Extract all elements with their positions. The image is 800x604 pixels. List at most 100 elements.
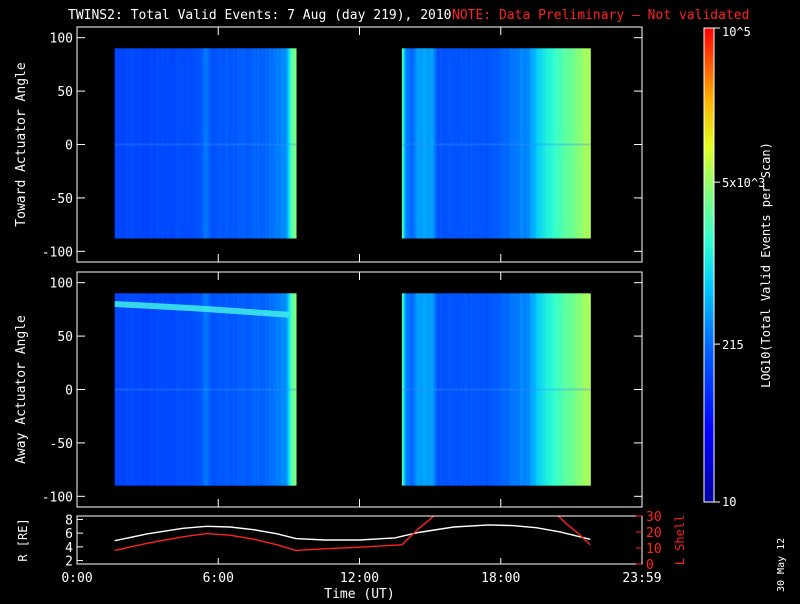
- toward-heatmap-column: [186, 48, 189, 239]
- toward-heatmap-column: [461, 48, 464, 239]
- toward-heatmap-column: [518, 48, 521, 239]
- away-heatmap-column: [486, 293, 489, 486]
- toward-heatmap-column: [508, 48, 511, 239]
- away-heatmap-column: [268, 293, 271, 486]
- toward-heatmap-cells: [114, 48, 591, 239]
- away-heatmap-column: [160, 293, 163, 486]
- toward-heatmap-column: [505, 48, 508, 239]
- toward-heatmap-column: [481, 48, 484, 239]
- away-heatmap-column: [281, 293, 284, 486]
- toward-heatmap-column: [217, 48, 219, 239]
- away-heatmap-column: [523, 293, 525, 486]
- away-heatmap-column: [278, 293, 281, 486]
- away-heatmap-column: [579, 293, 582, 486]
- away-heatmap-column: [465, 293, 468, 486]
- away-heatmap-column: [426, 293, 429, 486]
- away-ytick-label: -100: [42, 490, 73, 505]
- away-heatmap-column: [484, 293, 487, 486]
- away-heatmap-column: [169, 293, 172, 486]
- toward-heatmap-column: [492, 48, 495, 239]
- away-heatmap-column: [187, 293, 190, 486]
- away-heatmap-column: [508, 293, 511, 486]
- toward-heatmap-column: [151, 48, 153, 239]
- away-heatmap-column: [499, 293, 502, 486]
- toward-heatmap-column: [199, 48, 202, 239]
- toward-heatmap-column: [234, 48, 237, 239]
- away-heatmap-column: [468, 293, 471, 486]
- toward-heatmap-column: [146, 48, 149, 239]
- away-heatmap-column: [544, 293, 547, 486]
- toward-heatmap-column: [404, 48, 407, 239]
- away-heatmap-column: [412, 293, 415, 486]
- toward-heatmap-column: [266, 48, 269, 239]
- toward-heatmap-column: [253, 48, 256, 239]
- away-heatmap-column: [458, 293, 461, 486]
- away-heatmap-column: [241, 293, 244, 486]
- time-axis-label: Time (UT): [324, 587, 394, 600]
- toward-heatmap-column: [284, 48, 286, 239]
- away-heatmap-column: [421, 293, 424, 486]
- toward-heatmap-column: [185, 48, 188, 239]
- away-heatmap-column: [181, 293, 184, 486]
- away-heatmap-column: [433, 293, 436, 486]
- away-heatmap-column: [559, 293, 562, 486]
- toward-heatmap-column: [257, 48, 259, 239]
- away-heatmap-column: [561, 293, 564, 486]
- lshell-ytick-label: 30: [646, 510, 662, 525]
- toward-ytick-label: 0: [65, 139, 73, 154]
- away-heatmap-column: [504, 293, 507, 486]
- toward-heatmap-column: [254, 48, 257, 239]
- away-heatmap-column: [294, 293, 297, 486]
- away-heatmap-column: [401, 293, 404, 486]
- away-heatmap-column: [279, 293, 282, 486]
- toward-heatmap-column: [147, 48, 150, 239]
- toward-heatmap-column: [208, 48, 211, 239]
- away-heatmap-column: [552, 293, 555, 486]
- toward-heatmap-column: [441, 48, 444, 239]
- away-heatmap-column: [158, 293, 160, 486]
- toward-heatmap-column: [401, 48, 404, 239]
- away-heatmap-column: [251, 293, 253, 486]
- away-heatmap-column: [460, 293, 463, 486]
- toward-heatmap-column: [144, 48, 146, 239]
- away-heatmap-column: [226, 293, 229, 486]
- away-heatmap-column: [207, 293, 210, 486]
- away-heatmap-column: [139, 293, 142, 486]
- away-heatmap-column: [501, 293, 504, 486]
- toward-heatmap-column: [440, 48, 443, 239]
- toward-heatmap-column: [227, 48, 230, 239]
- away-heatmap-column: [230, 293, 232, 486]
- away-heatmap-column: [444, 293, 447, 486]
- away-heatmap-column: [118, 293, 120, 486]
- toward-heatmap-column: [134, 48, 137, 239]
- away-heatmap-column: [219, 293, 222, 486]
- away-heatmap-column: [589, 293, 591, 486]
- away-heatmap-column: [250, 293, 252, 486]
- toward-heatmap-column: [527, 48, 530, 239]
- toward-heatmap-column: [126, 48, 129, 239]
- away-heatmap-column: [167, 293, 170, 486]
- toward-heatmap-column: [141, 48, 144, 239]
- toward-heatmap-column: [431, 48, 434, 239]
- away-heatmap-column: [457, 293, 459, 486]
- away-heatmap-column: [182, 293, 185, 486]
- away-heatmap-column: [133, 293, 136, 486]
- away-heatmap-column: [220, 293, 223, 486]
- toward-heatmap-column: [565, 48, 568, 239]
- away-heatmap-column: [408, 293, 411, 486]
- away-heatmap-column: [406, 293, 409, 486]
- toward-heatmap-column: [149, 48, 152, 239]
- away-heatmap-column: [567, 293, 570, 486]
- away-heatmap-column: [132, 293, 135, 486]
- toward-heatmap-column: [419, 48, 422, 239]
- away-heatmap-column: [267, 293, 270, 486]
- away-heatmap-column: [539, 293, 542, 486]
- toward-heatmap-column: [220, 48, 223, 239]
- toward-heatmap-column: [589, 48, 591, 239]
- toward-heatmap-column: [464, 48, 467, 239]
- away-heatmap-column: [286, 293, 289, 486]
- toward-heatmap-column: [472, 48, 475, 239]
- toward-heatmap-column: [235, 48, 238, 239]
- toward-heatmap-column: [195, 48, 198, 239]
- away-heatmap-column: [246, 293, 249, 486]
